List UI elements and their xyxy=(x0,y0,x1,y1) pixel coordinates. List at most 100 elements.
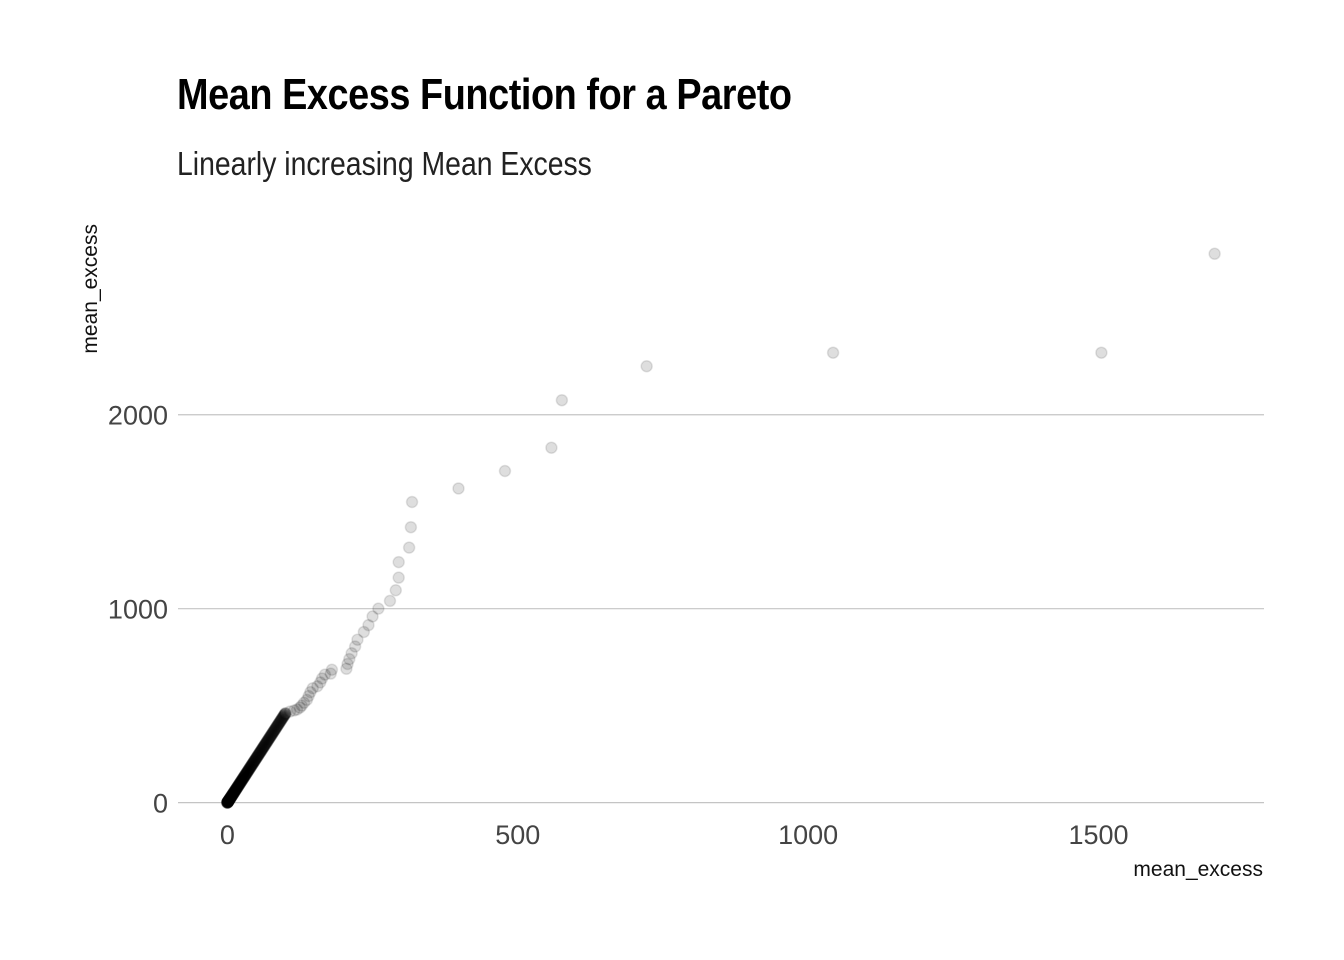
data-point xyxy=(244,761,257,774)
data-point xyxy=(228,785,241,798)
data-point xyxy=(248,754,262,767)
data-point xyxy=(239,768,252,782)
data-point xyxy=(245,758,259,772)
data-point xyxy=(221,795,235,808)
data-point xyxy=(366,610,379,623)
data-point xyxy=(826,346,840,359)
data-point xyxy=(221,795,235,809)
data-point xyxy=(249,753,262,766)
data-point xyxy=(264,729,277,743)
data-point xyxy=(224,791,238,804)
data-point xyxy=(229,782,243,796)
data-point xyxy=(227,786,240,800)
data-point xyxy=(225,789,238,803)
data-point xyxy=(345,647,358,660)
data-point xyxy=(247,756,260,769)
data-point xyxy=(227,786,241,799)
data-point xyxy=(236,772,249,786)
data-point xyxy=(275,712,289,725)
data-point xyxy=(248,754,261,768)
data-point xyxy=(225,790,238,803)
data-point xyxy=(275,713,288,726)
data-point xyxy=(233,777,246,791)
data-point xyxy=(258,739,271,752)
data-point xyxy=(389,584,403,597)
data-point xyxy=(240,767,253,780)
data-point xyxy=(225,789,239,803)
data-point xyxy=(224,791,237,805)
data-point xyxy=(256,742,269,756)
data-point xyxy=(251,749,265,762)
data-point xyxy=(372,602,385,615)
data-point xyxy=(222,794,235,808)
data-point xyxy=(269,721,283,735)
data-point xyxy=(236,772,250,785)
data-point xyxy=(221,795,235,808)
data-point xyxy=(224,791,237,804)
data-point xyxy=(302,689,315,703)
data-point xyxy=(222,794,235,807)
data-point xyxy=(244,759,258,773)
data-point xyxy=(243,761,257,774)
data-point xyxy=(242,763,255,777)
data-point xyxy=(273,715,286,729)
data-point xyxy=(228,784,242,798)
data-point xyxy=(256,741,270,755)
data-point xyxy=(247,755,261,769)
data-point xyxy=(263,730,277,744)
chart-title: Mean Excess Function for a Pareto xyxy=(177,70,792,119)
data-point xyxy=(244,760,258,773)
data-point xyxy=(226,787,240,801)
grid-lines xyxy=(178,414,1264,804)
data-point xyxy=(221,796,234,809)
data-point xyxy=(239,767,253,781)
data-point xyxy=(224,791,237,804)
data-point xyxy=(262,732,275,746)
data-point xyxy=(229,784,242,797)
data-point xyxy=(237,770,251,784)
data-point xyxy=(222,793,236,807)
data-point xyxy=(243,761,257,775)
data-point xyxy=(255,744,268,757)
data-point xyxy=(264,729,278,742)
data-point xyxy=(254,745,267,758)
data-point xyxy=(260,736,273,749)
data-point xyxy=(306,681,319,695)
data-point xyxy=(233,777,246,791)
data-point xyxy=(324,667,337,680)
data-point xyxy=(278,708,291,721)
data-point xyxy=(311,679,324,693)
data-point xyxy=(555,393,569,407)
data-point xyxy=(251,748,265,762)
data-point xyxy=(241,764,255,777)
data-point xyxy=(254,744,268,758)
data-point xyxy=(254,745,267,759)
data-point xyxy=(229,783,243,796)
data-point xyxy=(227,785,241,799)
data-point xyxy=(242,763,255,777)
data-point xyxy=(245,758,259,771)
data-point xyxy=(222,793,236,807)
data-point xyxy=(249,752,263,765)
data-point xyxy=(300,693,314,707)
data-point xyxy=(268,723,281,737)
chart-subtitle: Linearly increasing Mean Excess xyxy=(177,145,592,182)
data-point xyxy=(223,792,236,806)
data-point xyxy=(233,777,247,790)
data-point xyxy=(341,657,354,671)
data-point xyxy=(237,770,251,784)
data-point xyxy=(246,757,260,770)
y-tick-label: 2000 xyxy=(108,401,168,431)
data-point xyxy=(222,793,236,807)
data-point xyxy=(232,779,245,792)
data-point xyxy=(250,750,264,764)
data-point xyxy=(273,716,286,730)
data-point xyxy=(238,770,251,783)
data-point xyxy=(271,718,285,732)
data-point xyxy=(277,709,291,723)
data-point xyxy=(252,747,266,761)
data-point xyxy=(1208,247,1221,261)
data-point xyxy=(226,788,239,802)
data-point xyxy=(258,738,272,751)
data-point xyxy=(287,704,301,717)
